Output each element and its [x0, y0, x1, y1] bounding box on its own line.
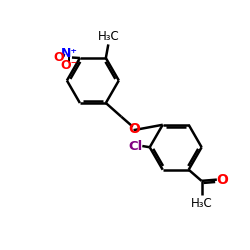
- Text: O: O: [128, 122, 140, 136]
- Text: O⁻: O⁻: [60, 59, 78, 72]
- Text: N⁺: N⁺: [60, 46, 78, 60]
- Text: H₃C: H₃C: [98, 30, 119, 44]
- Text: Cl: Cl: [128, 140, 143, 152]
- Text: H₃C: H₃C: [191, 197, 212, 210]
- Text: O: O: [54, 51, 64, 64]
- Text: O: O: [216, 172, 228, 186]
